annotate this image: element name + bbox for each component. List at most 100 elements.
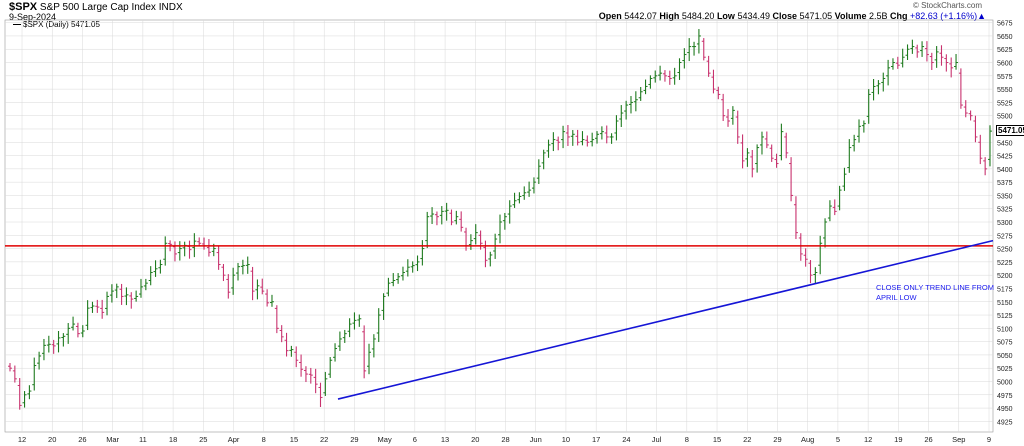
ohlc-bar (958, 68, 963, 109)
ohlc-bar (968, 110, 973, 121)
x-tick-label: 25 (199, 435, 207, 444)
y-tick-label: 5500 (997, 114, 1013, 121)
x-tick-label: Jun (530, 435, 542, 444)
ohlc-bar (119, 283, 124, 305)
ohlc-bar (604, 125, 609, 144)
open-label: Open (598, 11, 622, 21)
ohlc-bar (8, 363, 12, 372)
ohlc-bar (71, 316, 76, 331)
y-tick-label: 4925 (997, 419, 1013, 426)
ohlc-bar (565, 124, 570, 146)
chart-date: 9-Sep-2024 (9, 12, 57, 22)
ohlc-bar (847, 139, 852, 173)
ohlc-bar (289, 345, 294, 357)
ohlc-bar (726, 109, 731, 127)
ohlc-bar (56, 330, 61, 353)
ohlc-bar (546, 139, 551, 158)
ohlc-bar (735, 110, 740, 144)
ohlc-bar (163, 236, 168, 266)
ohlc-bar (934, 46, 939, 68)
chg-value: +82.63 (+1.16%) (910, 11, 978, 21)
x-tick-label: 12 (864, 435, 872, 444)
ohlc-bar (245, 256, 250, 274)
ohlc-bar (527, 181, 532, 197)
x-tick-label: May (378, 435, 392, 444)
x-tick-label: 11 (139, 435, 147, 444)
ohlc-bar (769, 144, 774, 162)
high-label: High (659, 11, 680, 21)
low-label: Low (716, 11, 735, 21)
ohlc-bar (803, 248, 808, 267)
y-tick-label: 5375 (997, 180, 1013, 187)
ohlc-bar (692, 41, 697, 56)
y-axis: 4925 4950 4975 5000 5025 5050 5075 5100 5125 5150… (997, 21, 1013, 427)
ohlc-bar (439, 206, 444, 225)
y-tick-label: 5050 (997, 353, 1013, 360)
ohlc-bar (624, 100, 629, 120)
ohlc-bar (599, 126, 604, 140)
ohlc-bar (206, 239, 211, 257)
y-tick-label: 5350 (997, 193, 1013, 200)
x-tick-label: 20 (471, 435, 479, 444)
ohlc-bar (158, 259, 163, 274)
ohlc-bar (391, 273, 396, 287)
ohlc-bar (449, 209, 454, 226)
ohlc-bar (231, 267, 236, 295)
ohlc-bar (983, 157, 988, 176)
x-tick-label: 6 (413, 435, 417, 444)
y-tick-label: 5625 (997, 47, 1013, 54)
ohlc-bar (498, 214, 502, 244)
ohlc-bar (328, 357, 333, 378)
ohlc-bar (973, 115, 978, 143)
open-value: 5442.07 (624, 11, 657, 21)
ohlc-bar (260, 278, 265, 295)
ohlc-bar (633, 91, 638, 112)
ohlc-bar (915, 44, 920, 58)
ohlc-bar (100, 299, 105, 319)
ohlc-bar (827, 200, 832, 222)
ohlc-bar (124, 287, 129, 306)
x-tick-label: Mar (106, 435, 119, 444)
ohlc-bar (585, 135, 590, 147)
ohlc-bar (949, 57, 954, 78)
trend-line (337, 239, 994, 400)
y-tick-label: 5400 (997, 167, 1013, 174)
ohlc-bar (129, 292, 134, 309)
x-tick-label: 18 (169, 435, 177, 444)
ohlc-bar (832, 199, 837, 216)
ohlc-bar (721, 93, 726, 122)
x-tick-label: 13 (441, 435, 449, 444)
ohlc-bar (541, 149, 546, 170)
x-tick-label: 29 (773, 435, 781, 444)
ohlc-bar (779, 123, 784, 161)
ohlc-bar (12, 365, 17, 383)
ohlc-bar (483, 240, 488, 268)
ohlc-bar (517, 192, 522, 204)
ohlc-bar (226, 274, 231, 299)
x-tick-label: 9 (987, 435, 991, 444)
ohlc-bar (798, 233, 803, 261)
ohlc-bar (95, 299, 100, 313)
ohlc-bar (308, 367, 313, 384)
ohlc-bar (857, 119, 862, 143)
ohlc-bar (148, 266, 153, 286)
x-tick-label: 15 (713, 435, 721, 444)
last-price-marker: 5471.05 (996, 125, 1024, 137)
ohlc-bar (367, 343, 372, 375)
ohlc-bar (294, 346, 299, 368)
x-tick-label: Sep (952, 435, 965, 444)
symbol-name: S&P 500 Large Cap Index (39, 2, 156, 13)
x-tick-label: 12 (18, 435, 26, 444)
legend-text: $SPX (Daily) 5471.05 (23, 20, 100, 29)
ohlc-bar (488, 251, 493, 267)
ohlc-bar (905, 44, 910, 61)
ohlc-bar (716, 86, 721, 100)
ohlc-bar (784, 132, 789, 159)
ohlc-bar (653, 70, 658, 83)
ohlc-bar (929, 52, 934, 70)
ohlc-bar (376, 308, 381, 343)
ohlc-bar (464, 227, 469, 251)
ohlc-bar (852, 134, 857, 152)
x-tick-label: 5 (836, 435, 840, 444)
x-tick-label: 24 (622, 435, 630, 444)
